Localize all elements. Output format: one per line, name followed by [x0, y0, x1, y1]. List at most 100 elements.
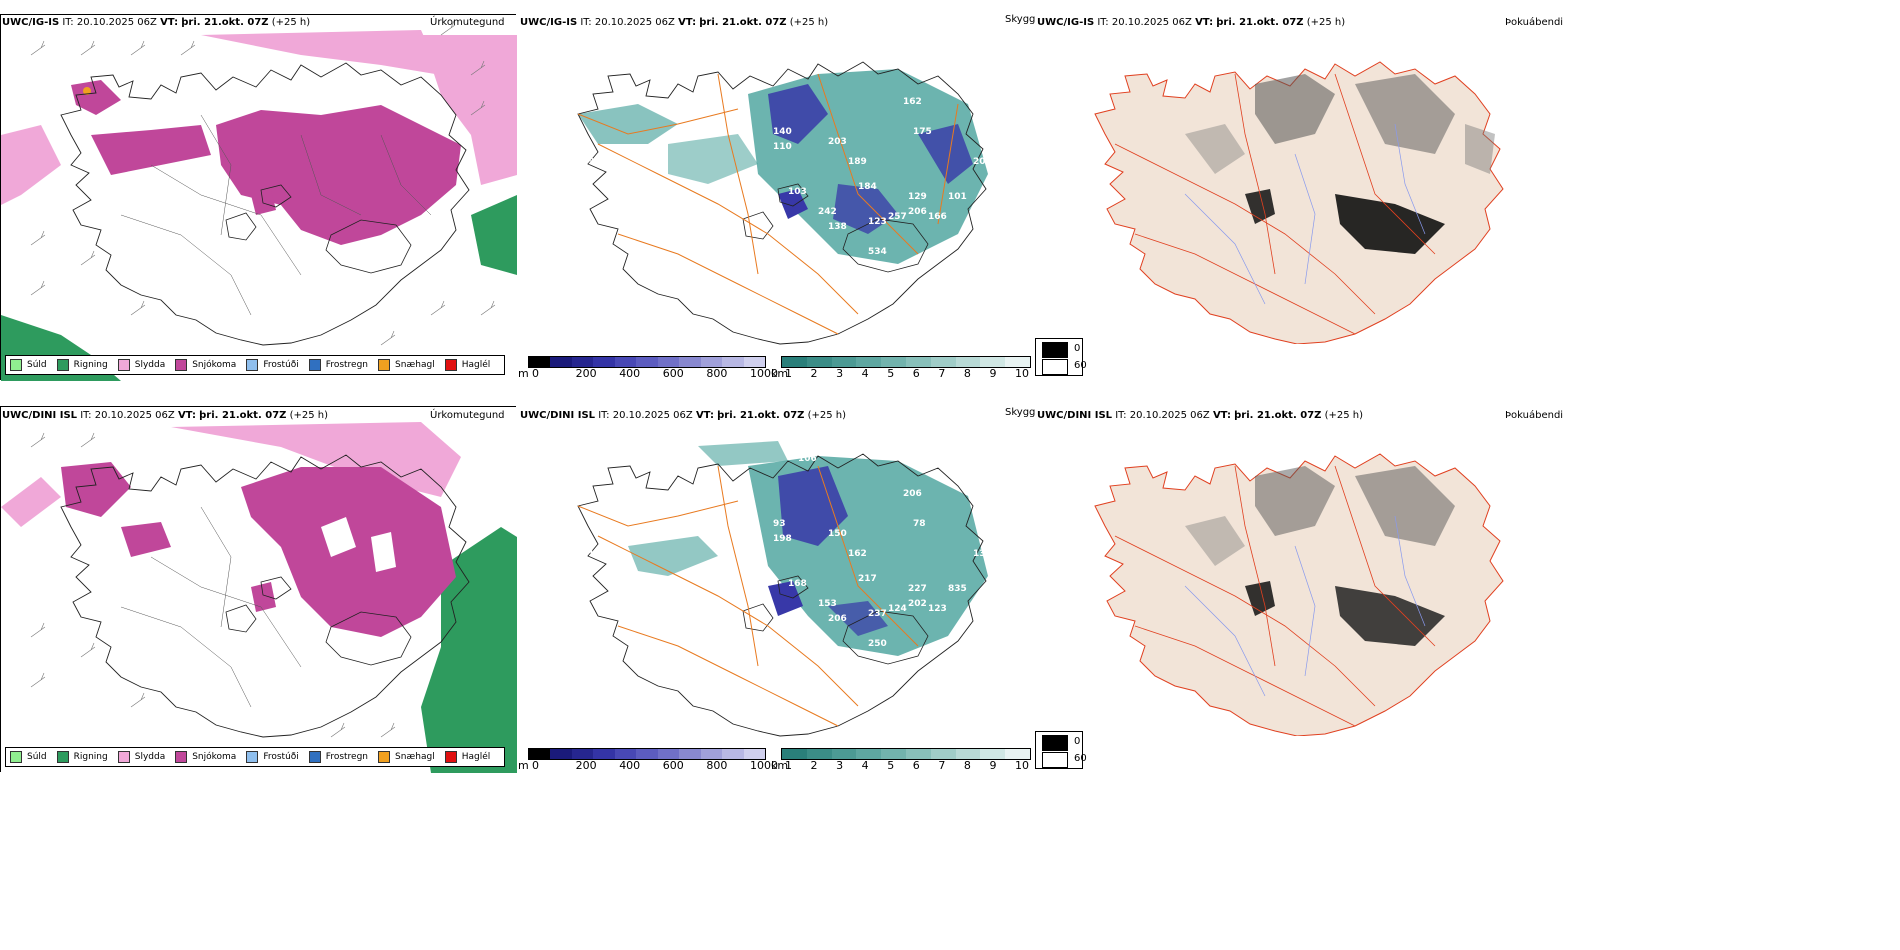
- precip-type-panel-top: Súld Rigning Slydda Snjókoma Frostúði Frostre…: [0, 14, 517, 381]
- header-bottom-1: UWC/DINI ISL IT: 20.10.2025 06Z VT: þri.…: [2, 410, 329, 421]
- visibility-label: 124: [888, 604, 907, 614]
- colorbar-tick: 8: [963, 367, 971, 380]
- precip-type-map-bottom: [1, 407, 517, 773]
- legend-label: Slydda: [134, 360, 166, 370]
- colorbar-tick: 1: [785, 759, 792, 772]
- visibility-label: 198: [773, 534, 792, 544]
- colorbar-m-top: m 0 200 400 600 800 1000: [518, 356, 778, 380]
- visibility-label: 924: [588, 157, 607, 167]
- visibility-label: 237: [868, 609, 887, 619]
- colorbar-unit: m: [518, 759, 529, 772]
- precip-type-title-bottom: Úrkomutegund: [430, 410, 505, 421]
- visibility-label: 227: [908, 584, 927, 594]
- colorbar-m-bottom: m 0 200 400 600 800 1000: [518, 748, 778, 772]
- legend-label: Snjókoma: [192, 360, 237, 370]
- colorbar-km-bottom: km 1 2 3 4 5 6 7 8 9 10: [771, 748, 1033, 772]
- legend-swatch: [56, 751, 69, 763]
- visibility-label: 93: [773, 519, 786, 529]
- legend-swatch: [175, 751, 188, 763]
- fog-legend-bottom: 0 60: [1035, 731, 1087, 769]
- legend-label: Frostúði: [263, 360, 299, 370]
- visibility-panel-bottom: 106 126 168 93 198 150 162 217 153 206 237 124 202 12…: [518, 406, 1033, 772]
- legend-label: Súld: [27, 752, 47, 762]
- colorbar-tick: 5: [887, 367, 895, 380]
- visibility-label: 150: [828, 529, 847, 539]
- colorbar-strip: [528, 356, 766, 368]
- legend-label: Frostregn: [325, 752, 369, 762]
- visibility-label: 189: [848, 157, 867, 167]
- colorbar-tick: 4: [861, 367, 869, 380]
- legend-swatch: [378, 359, 391, 371]
- fog-map-top: [1094, 61, 1504, 344]
- visibility-label: 208: [973, 157, 992, 167]
- colorbar-tick: 200: [575, 367, 597, 380]
- legend-swatch: [444, 359, 457, 371]
- colorbar-tick: 600: [662, 759, 684, 772]
- colorbar-unit: km: [771, 759, 789, 772]
- visibility-label: 206: [828, 614, 847, 624]
- header-top-2: UWC/IG-IS IT: 20.10.2025 06Z VT: þri. 21…: [520, 17, 829, 28]
- legend-item-slydda: Slydda: [117, 359, 166, 371]
- visibility-label: 166: [928, 212, 947, 222]
- visibility-title-bottom: Skyggni: [1005, 407, 1045, 418]
- legend-label: Frostúði: [263, 752, 299, 762]
- colorbar-tick: 800: [706, 367, 728, 380]
- visibility-label: 123: [928, 604, 947, 614]
- colorbar-tick: 200: [575, 759, 597, 772]
- colorbar-tick: 7: [938, 759, 946, 772]
- colorbar-tick: 8: [963, 759, 971, 772]
- visibility-label: 250: [868, 639, 887, 649]
- colorbar-tick: 10: [1015, 367, 1029, 380]
- legend-swatch: [308, 359, 321, 371]
- precip-legend-bottom: Súld Rigning Slydda Snjókoma Frostúði Frostre…: [5, 747, 506, 767]
- visibility-label: 184: [858, 182, 877, 192]
- legend-label: Snjókoma: [192, 752, 237, 762]
- visibility-label: 126: [588, 549, 607, 559]
- legend-swatch: [246, 751, 259, 763]
- visibility-label: 534: [868, 247, 887, 257]
- colorbar-tick: 0: [532, 367, 539, 380]
- visibility-label: 110: [773, 142, 792, 152]
- visibility-title-top: Skyggni: [1005, 14, 1045, 25]
- visibility-label: 101: [948, 192, 967, 202]
- legend-item-rigning: Rigning: [56, 359, 108, 371]
- fog-map-bottom: [1094, 453, 1504, 736]
- precip-legend-top: Súld Rigning Slydda Snjókoma Frostúði Frostre…: [5, 355, 506, 375]
- legend-swatch: [246, 359, 259, 371]
- fog-title-top: Þokuábendi: [1505, 17, 1564, 28]
- legend-item-haglél: Haglél: [444, 359, 491, 371]
- header-top-1: UWC/IG-IS IT: 20.10.2025 06Z VT: þri. 21…: [2, 17, 311, 28]
- colorbar-tick: 800: [706, 759, 728, 772]
- colorbar-tick: 2: [810, 367, 818, 380]
- visibility-label: 123: [868, 217, 887, 227]
- legend-swatch: [10, 359, 22, 371]
- legend-label: Haglél: [461, 360, 491, 370]
- visibility-label: 134: [973, 549, 992, 559]
- colorbar-tick: 7: [938, 367, 946, 380]
- legend-label: Frostregn: [325, 360, 369, 370]
- header-bottom-3: UWC/DINI ISL IT: 20.10.2025 06Z VT: þri.…: [1037, 410, 1364, 421]
- colorbar-tick: 10: [1015, 759, 1029, 772]
- colorbar-km-top: km 1 2 3 4 5 6 7 8 9 10: [771, 356, 1033, 380]
- visibility-label: 206: [908, 207, 927, 217]
- colorbar-tick: 6: [912, 759, 920, 772]
- visibility-label: 106: [798, 454, 817, 464]
- colorbar-tick: 9: [989, 367, 997, 380]
- colorbar-tick: 4: [861, 759, 869, 772]
- legend-item-frostregn: Frostregn: [308, 359, 369, 371]
- visibility-label: 203: [828, 137, 847, 147]
- visibility-label: 217: [858, 574, 877, 584]
- colorbar-tick: 600: [662, 367, 684, 380]
- visibility-label: 78: [913, 519, 926, 529]
- legend-item-snæhagl: Snæhagl: [378, 751, 435, 763]
- legend-swatch: [308, 751, 321, 763]
- colorbar-tick: 1: [785, 367, 792, 380]
- colorbar-tick: 0: [532, 759, 539, 772]
- legend-item-haglél: Haglél: [444, 751, 490, 763]
- visibility-label: 835: [948, 584, 967, 594]
- colorbar-tick: 9: [989, 759, 997, 772]
- fog-panel-top: [1035, 14, 1545, 344]
- colorbar-tick: 400: [619, 367, 641, 380]
- legend-item-frostregn: Frostregn: [308, 751, 369, 763]
